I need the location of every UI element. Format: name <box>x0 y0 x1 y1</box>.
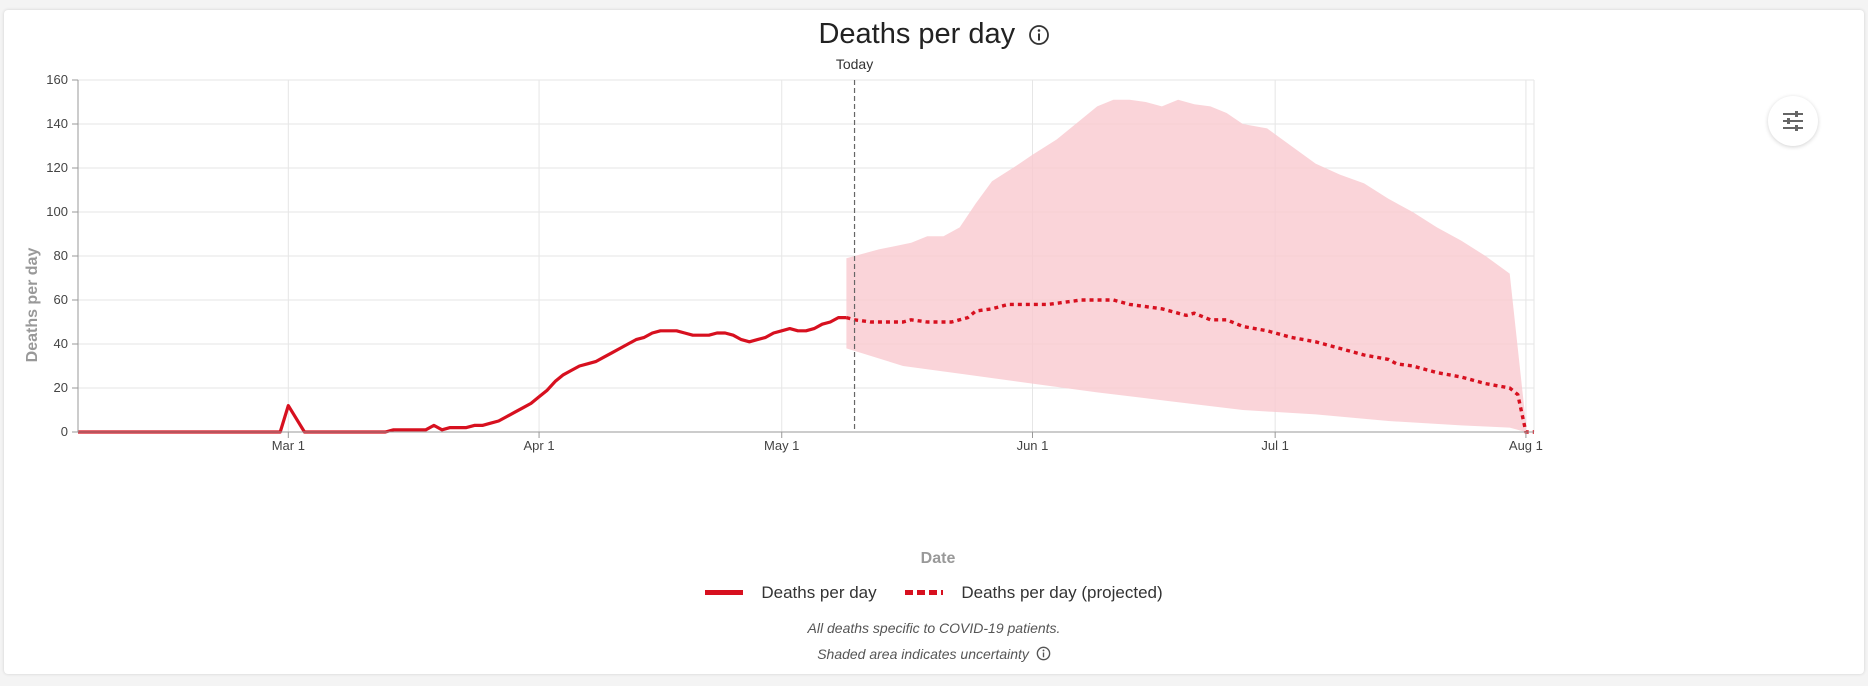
chart-settings-button[interactable] <box>1768 96 1818 146</box>
series-line-actual <box>78 316 847 434</box>
legend-label-actual: Deaths per day <box>761 582 877 602</box>
footnote-uncertainty: Shaded area indicates uncertainty <box>0 646 1868 662</box>
legend-item-actual[interactable]: Deaths per day <box>705 582 877 603</box>
y-axis-title: Deaths per day <box>24 248 41 363</box>
y-tick-label: 100 <box>46 204 68 219</box>
today-label: Today <box>836 56 873 72</box>
y-tick-label: 40 <box>54 336 68 351</box>
chart-legend: Deaths per day Deaths per day (projected… <box>0 580 1868 603</box>
uncertainty-band <box>846 99 1526 433</box>
today-marker: Today <box>836 56 873 432</box>
legend-swatch-dashed <box>905 590 944 595</box>
footnote-uncertainty-text: Shaded area indicates uncertainty <box>817 646 1029 662</box>
chart-header: Deaths per day <box>0 18 1868 51</box>
x-tick-label: Mar 1 <box>272 438 305 453</box>
y-tick-label: 160 <box>46 72 68 87</box>
x-tick-label: Aug 1 <box>1509 438 1543 453</box>
x-tick-label: May 1 <box>764 438 799 453</box>
x-tick-label: Jun 1 <box>1017 438 1049 453</box>
y-tick-label: 60 <box>54 292 68 307</box>
series-line-projected <box>845 298 1534 434</box>
uncertainty-area <box>846 99 1526 433</box>
y-tick-label: 140 <box>46 116 68 131</box>
y-tick-label: 120 <box>46 160 68 175</box>
series-lines <box>78 298 1534 434</box>
info-circle-icon[interactable] <box>1028 24 1050 46</box>
footnote-covid: All deaths specific to COVID-19 patients… <box>807 620 1061 636</box>
legend-swatch-solid <box>705 590 744 595</box>
y-tick-label: 0 <box>61 424 68 439</box>
x-tick-label: Jul 1 <box>1261 438 1288 453</box>
chart-title: Deaths per day <box>818 18 1016 50</box>
sliders-icon <box>1783 111 1803 131</box>
legend-label-projected: Deaths per day (projected) <box>961 582 1163 602</box>
x-tick-label: Apr 1 <box>524 438 555 453</box>
info-circle-icon[interactable] <box>1036 646 1051 661</box>
y-tick-label: 20 <box>54 380 68 395</box>
axes: 0 20 40 60 80 100 120 140 160 Mar 1 Apr 1 May 1 Jun … <box>46 72 1543 453</box>
y-tick-label: 80 <box>54 248 68 263</box>
legend-item-projected[interactable]: Deaths per day (projected) <box>905 582 1163 603</box>
x-axis-title: Date <box>921 550 956 567</box>
